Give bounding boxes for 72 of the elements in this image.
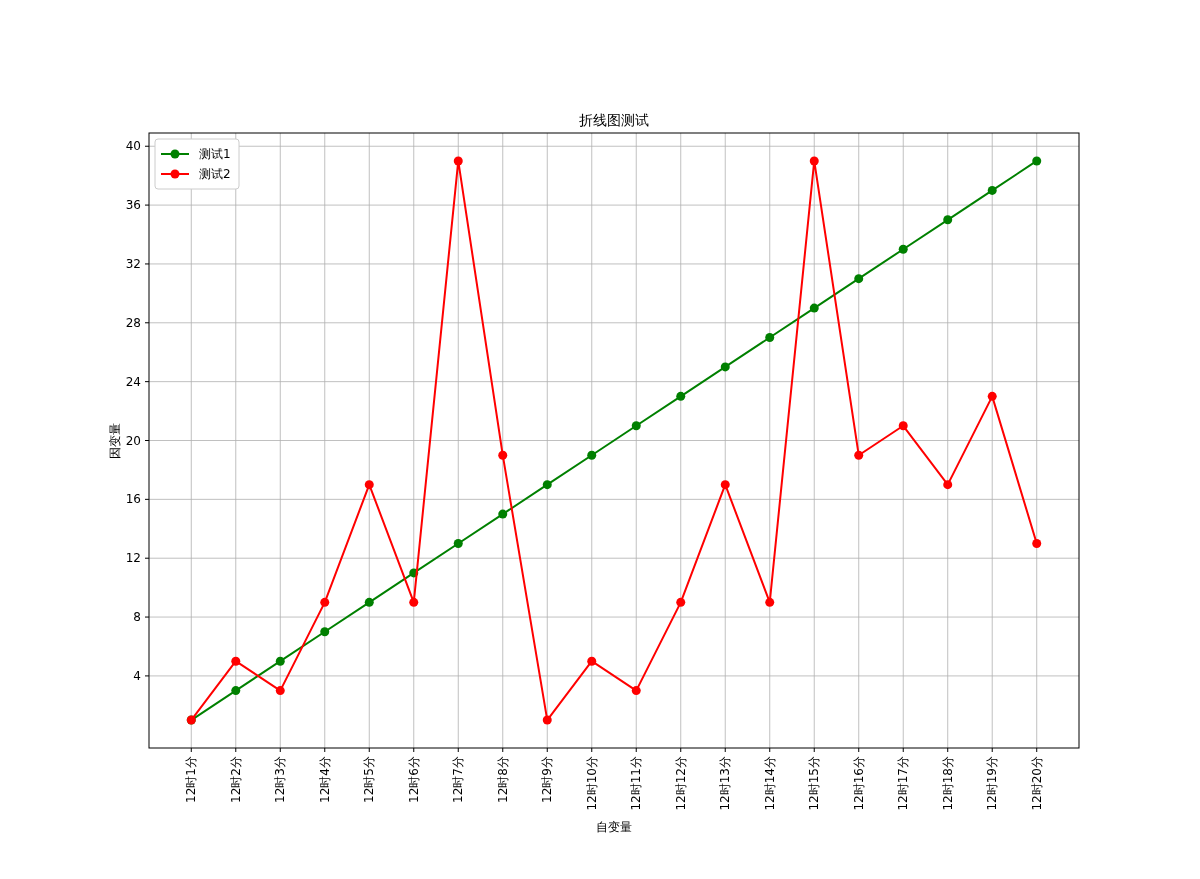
- point: [943, 215, 953, 225]
- point: [364, 597, 374, 607]
- x-tick-label: 12时17分: [896, 756, 911, 811]
- y-axis-title: 因变量: [108, 422, 122, 459]
- point: [453, 538, 463, 548]
- point: [1032, 538, 1042, 548]
- point: [809, 303, 819, 313]
- point: [498, 450, 508, 460]
- point: [720, 362, 730, 372]
- point: [542, 480, 552, 490]
- x-tick-label: 12时5分: [362, 756, 377, 803]
- x-tick-label: 12时15分: [807, 756, 822, 811]
- x-tick-label: 12时12分: [673, 756, 688, 811]
- point: [231, 656, 241, 666]
- point: [453, 156, 463, 166]
- point: [275, 656, 285, 666]
- point: [765, 597, 775, 607]
- y-tick-label: 16: [125, 492, 141, 507]
- point: [320, 597, 330, 607]
- x-tick-label: 12时4分: [317, 756, 332, 803]
- y-tick-label: 4: [133, 668, 141, 683]
- y-tick-label: 24: [125, 374, 141, 389]
- x-tick-label: 12时7分: [451, 756, 466, 803]
- point: [676, 391, 686, 401]
- point: [943, 480, 953, 490]
- x-tick-label: 12时20分: [1029, 756, 1044, 811]
- x-tick-label: 12时10分: [584, 756, 599, 811]
- point: [631, 686, 641, 696]
- x-tick-label: 12时2分: [228, 756, 243, 803]
- point: [409, 597, 419, 607]
- y-tick-label: 20: [125, 433, 141, 448]
- point: [898, 244, 908, 254]
- x-tick-label: 12时14分: [762, 756, 777, 811]
- y-tick-label: 8: [133, 610, 141, 625]
- y-tick-label: 36: [125, 198, 141, 213]
- point: [676, 597, 686, 607]
- x-tick-label: 12时19分: [985, 756, 1000, 811]
- legend-label: 测试1: [199, 147, 231, 161]
- point: [765, 333, 775, 343]
- chart-title: 折线图测试: [579, 112, 649, 128]
- point: [231, 686, 241, 696]
- point: [587, 656, 597, 666]
- point: [631, 421, 641, 431]
- x-tick-label: 12时8分: [495, 756, 510, 803]
- point: [987, 185, 997, 195]
- point: [1032, 156, 1042, 166]
- x-axis-title: 自变量: [596, 820, 632, 834]
- y-tick-label: 32: [125, 256, 141, 271]
- point: [987, 391, 997, 401]
- point: [275, 686, 285, 696]
- x-tick-label: 12时11分: [629, 756, 644, 811]
- point: [809, 156, 819, 166]
- point: [364, 480, 374, 490]
- x-tick-label: 12时6分: [406, 756, 421, 803]
- x-tick-label: 12时13分: [718, 756, 733, 811]
- point: [587, 450, 597, 460]
- x-tick-label: 12时3分: [273, 756, 288, 803]
- x-tick-label: 12时18分: [940, 756, 955, 811]
- y-tick-label: 28: [125, 315, 141, 330]
- point: [542, 715, 552, 725]
- point: [898, 421, 908, 431]
- y-tick-label: 12: [125, 551, 141, 566]
- x-tick-label: 12时1分: [184, 756, 199, 803]
- point: [498, 509, 508, 519]
- point: [854, 274, 864, 284]
- point: [854, 450, 864, 460]
- point: [720, 480, 730, 490]
- legend-label: 测试2: [199, 167, 231, 181]
- x-tick-label: 12时9分: [540, 756, 555, 803]
- x-tick-label: 12时16分: [851, 756, 866, 811]
- point: [320, 627, 330, 637]
- y-tick-label: 40: [125, 139, 141, 154]
